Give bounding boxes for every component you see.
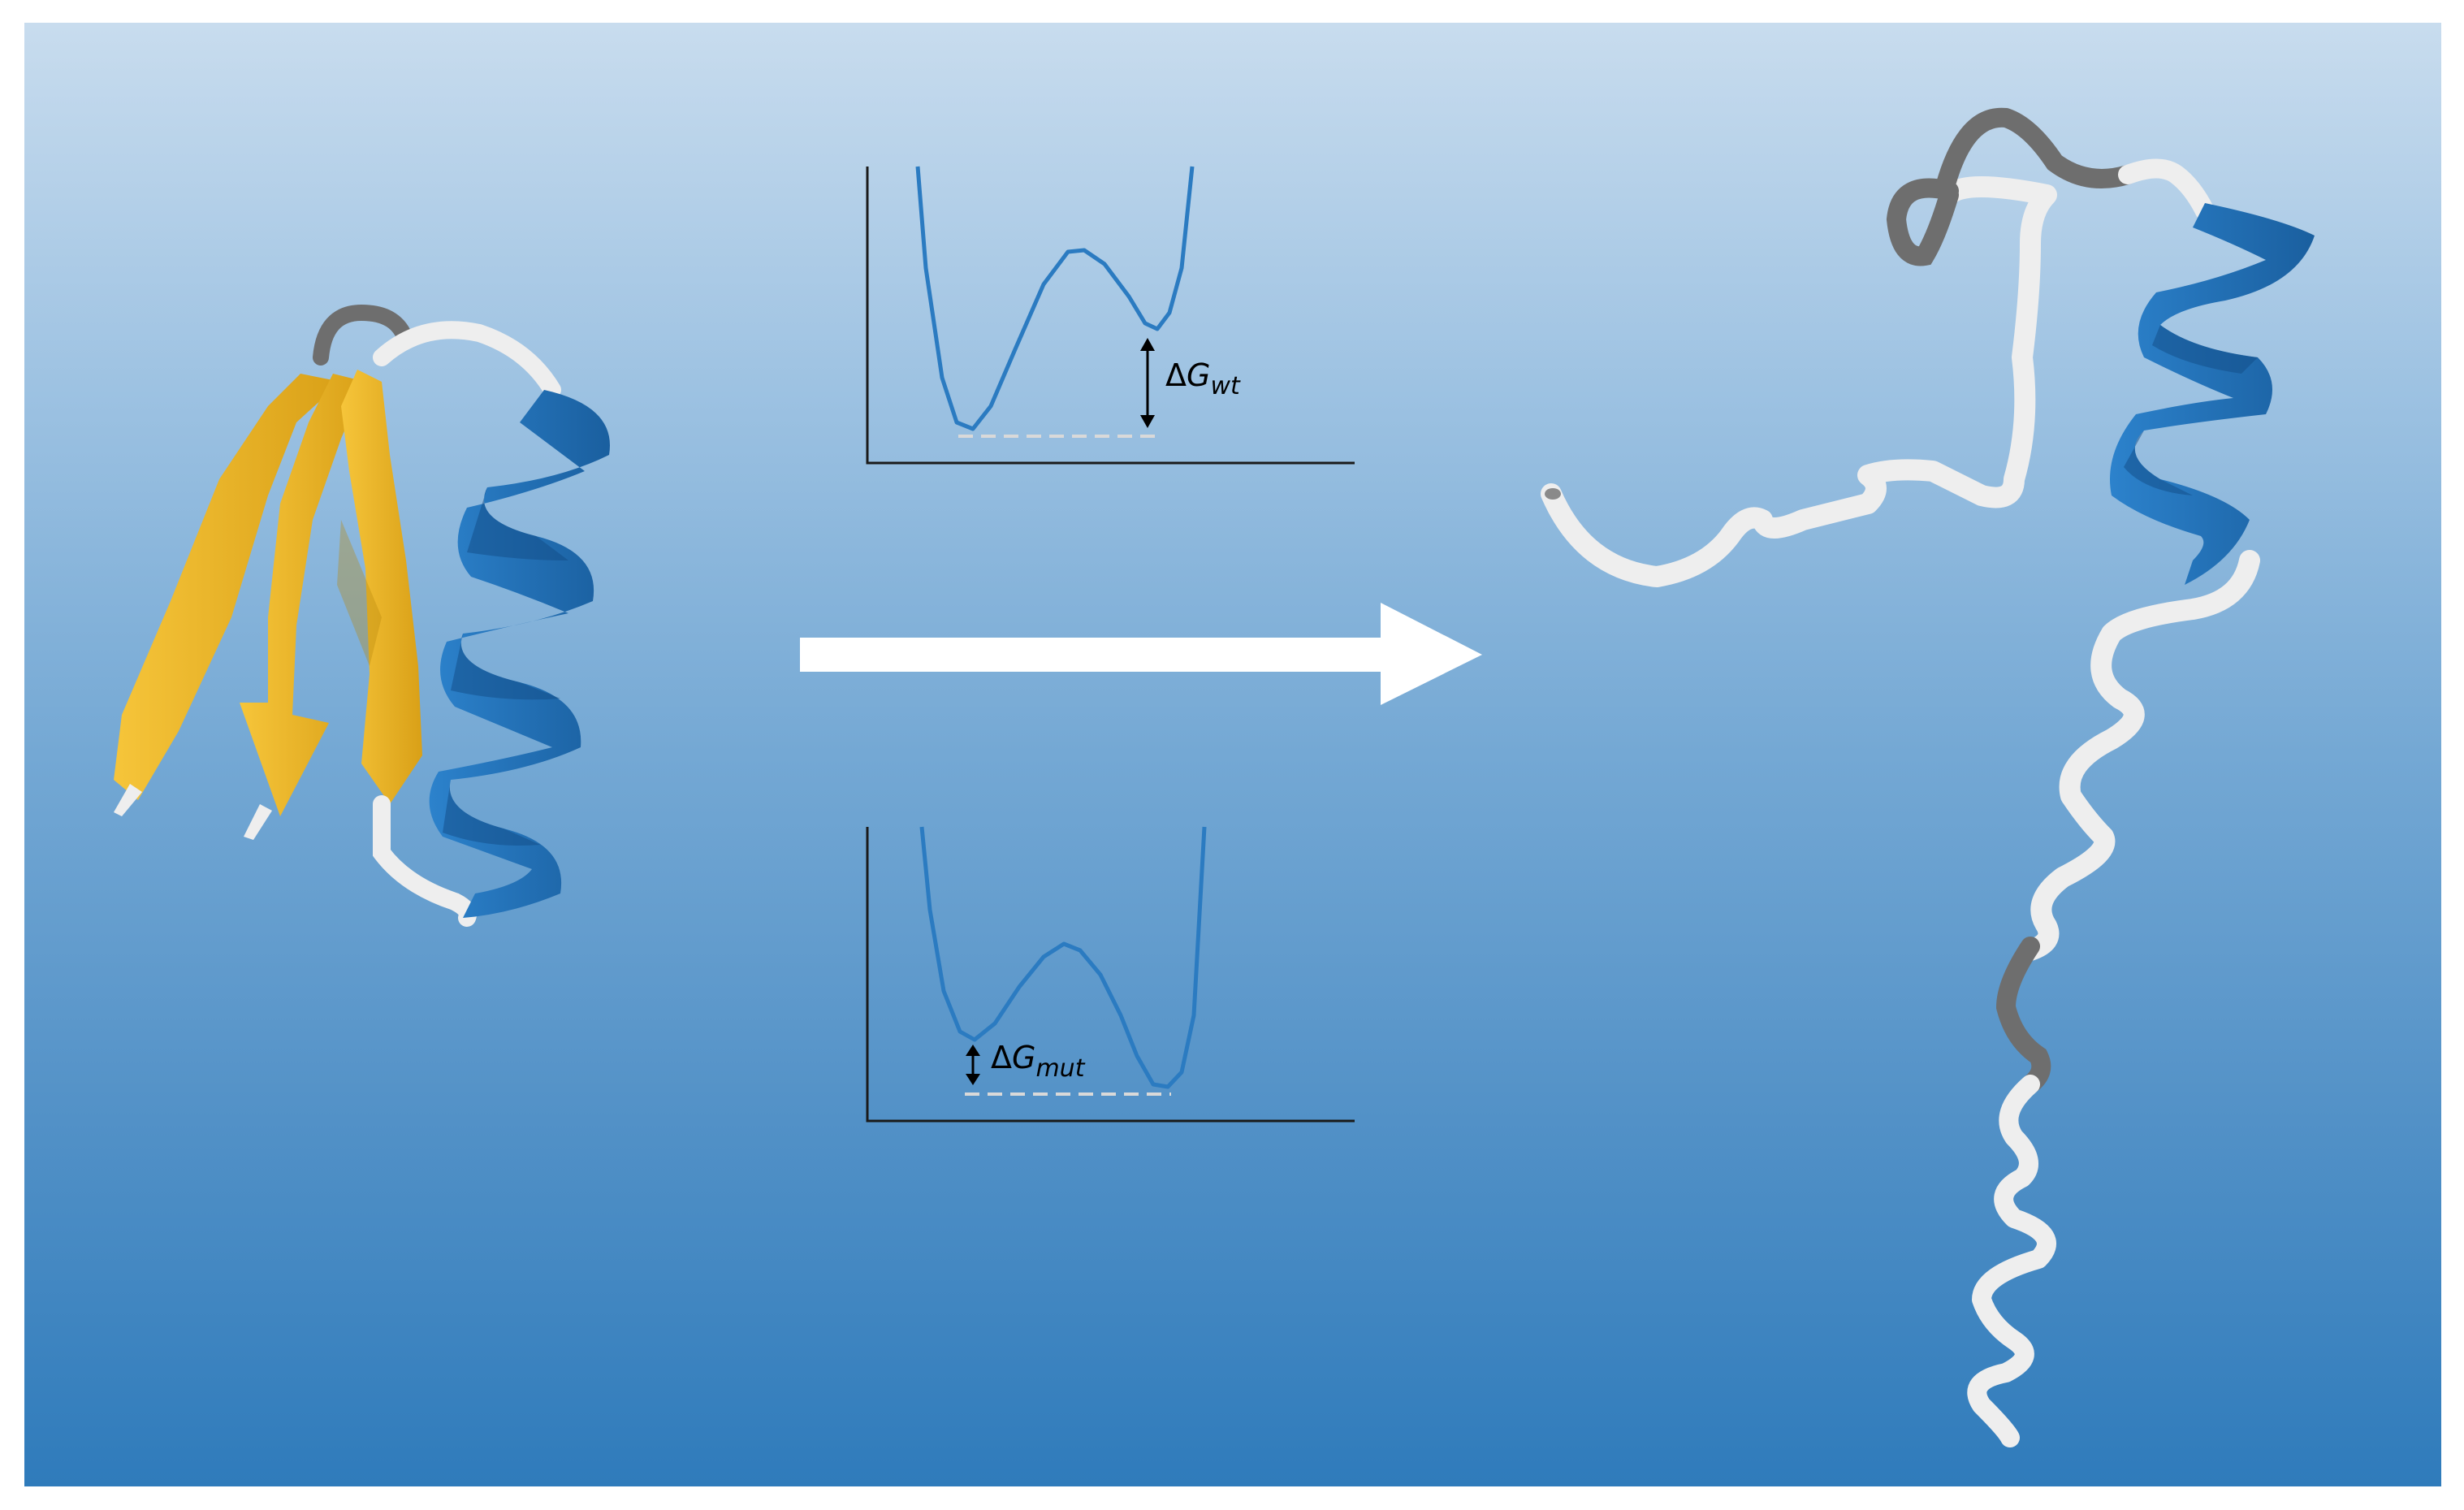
coil-segment [2020,550,2260,961]
unfolded-protein-icon [1541,107,2315,1447]
turn-segment [313,304,414,366]
coil-segment [1541,176,2057,587]
delta-g-wt-label: ΔGwt [1165,357,1240,400]
delta-symbol: Δ [991,1040,1012,1075]
label-subscript: mut [1035,1054,1085,1083]
beta-strand [114,374,341,800]
beta-strand [240,374,365,816]
energy-symbol: G [1187,357,1211,393]
energy-symbol: G [1012,1040,1036,1075]
beta-strand [341,370,422,804]
coil-segment [114,784,142,816]
coil-segment [1967,1075,2056,1447]
free-energy-curve [915,166,1195,431]
label-subscript: wt [1210,372,1240,400]
energy-plot-wild-type [866,166,1355,465]
turn-segment [1995,937,2051,1094]
alpha-helix [2110,203,2315,585]
coil-segment [373,321,561,399]
plot-axes [866,167,1355,465]
delta-g-mut-label: ΔGmut [991,1040,1084,1083]
transition-arrow-icon [800,603,1482,705]
delta-symbol: Δ [1165,357,1187,393]
folded-protein-icon [114,304,610,927]
free-energy-curve [919,826,1207,1089]
plot-axes [866,827,1355,1123]
energy-plot-mutant [866,826,1355,1123]
turn-segment [1935,107,2138,197]
turn-segment [1886,178,1959,266]
alpha-helix [429,390,610,918]
coil-segment [244,804,272,840]
coil-segment [2118,158,2215,221]
